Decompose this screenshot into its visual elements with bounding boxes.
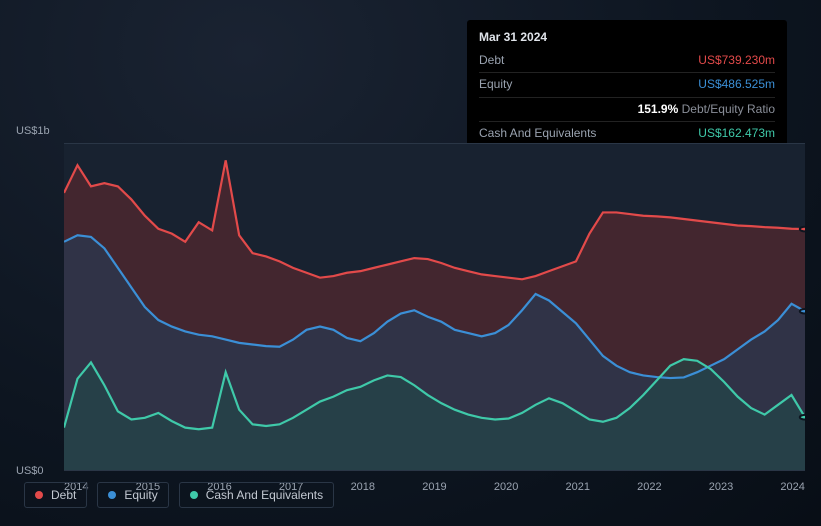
debt-color-dot <box>35 491 43 499</box>
y-axis-label-bottom: US$0 <box>16 465 44 477</box>
tooltip-equity-label: Equity <box>479 75 512 94</box>
area-chart-svg <box>64 144 805 470</box>
y-axis-label-top: US$1b <box>16 125 50 137</box>
chart-container: US$1b US$0 20142015201620172018201920202… <box>16 125 805 471</box>
legend-item-debt[interactable]: Debt <box>24 482 87 508</box>
x-axis-tick: 2021 <box>565 481 589 493</box>
legend-item-cash[interactable]: Cash And Equivalents <box>179 482 334 508</box>
x-axis-tick: 2023 <box>709 481 733 493</box>
cash-color-dot <box>190 491 198 499</box>
debt-end-marker <box>800 227 805 232</box>
tooltip-debt-value: US$739.230m <box>698 51 775 70</box>
legend-label: Equity <box>124 488 157 502</box>
chart-legend: Debt Equity Cash And Equivalents <box>24 482 334 508</box>
tooltip-date: Mar 31 2024 <box>479 28 775 49</box>
cash-end-marker <box>800 415 805 420</box>
x-axis-tick: 2022 <box>637 481 661 493</box>
legend-label: Cash And Equivalents <box>206 488 323 502</box>
x-axis-tick: 2024 <box>780 481 804 493</box>
legend-item-equity[interactable]: Equity <box>97 482 168 508</box>
equity-color-dot <box>108 491 116 499</box>
x-axis-tick: 2019 <box>422 481 446 493</box>
x-axis-tick: 2018 <box>351 481 375 493</box>
x-axis-tick: 2020 <box>494 481 518 493</box>
tooltip-equity-value: US$486.525m <box>698 75 775 94</box>
equity-end-marker <box>800 309 805 314</box>
tooltip-ratio-value: 151.9% <box>638 102 679 116</box>
chart-plot-area[interactable] <box>64 143 805 471</box>
tooltip-ratio-label: Debt/Equity Ratio <box>682 102 775 116</box>
legend-label: Debt <box>51 488 76 502</box>
tooltip-debt-label: Debt <box>479 51 504 70</box>
